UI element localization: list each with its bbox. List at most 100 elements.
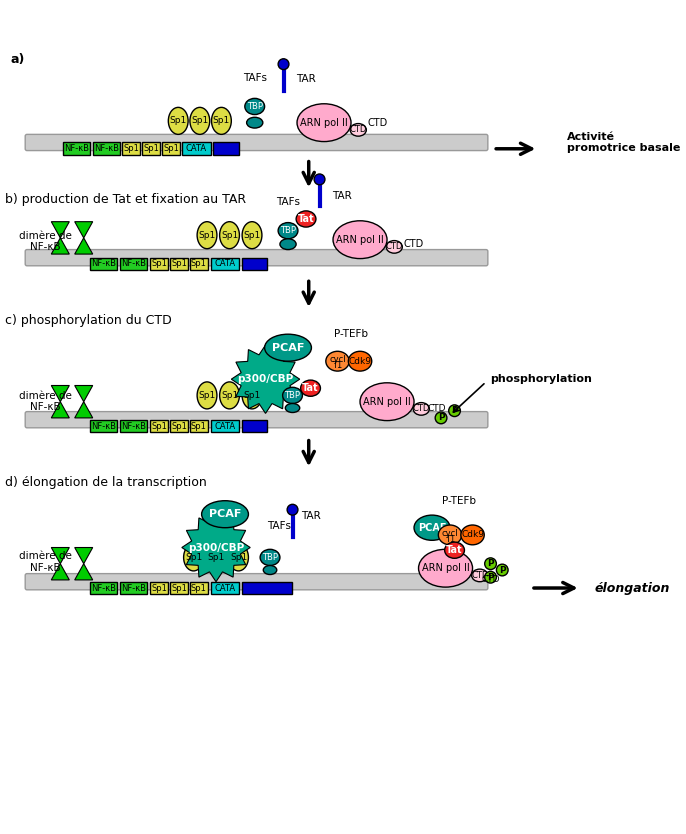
Text: Sp1: Sp1 <box>152 259 167 269</box>
Ellipse shape <box>360 383 414 420</box>
Text: PCAF: PCAF <box>272 343 304 353</box>
Text: Sp1: Sp1 <box>152 421 167 430</box>
Ellipse shape <box>278 223 298 239</box>
Text: TBP: TBP <box>247 102 263 111</box>
Polygon shape <box>51 238 69 254</box>
Text: ARN pol II: ARN pol II <box>300 118 348 128</box>
Bar <box>190 420 208 432</box>
Text: Cdk9: Cdk9 <box>461 530 484 540</box>
Text: a): a) <box>11 53 25 66</box>
Bar <box>242 420 268 432</box>
Text: b) production de Tat et fixation au TAR: b) production de Tat et fixation au TAR <box>5 193 246 206</box>
FancyBboxPatch shape <box>25 134 488 151</box>
Text: p300/CBP: p300/CBP <box>188 542 244 552</box>
Text: CTD: CTD <box>403 239 423 249</box>
Polygon shape <box>75 547 93 564</box>
Text: Sp1: Sp1 <box>185 553 202 562</box>
Polygon shape <box>51 564 69 580</box>
Text: Sp1: Sp1 <box>230 553 247 562</box>
Bar <box>90 258 117 270</box>
Text: CATA: CATA <box>215 421 235 430</box>
Text: Cdk9: Cdk9 <box>348 357 372 365</box>
Bar <box>90 420 117 432</box>
Text: Sp1: Sp1 <box>152 584 167 592</box>
Bar <box>93 143 120 155</box>
Ellipse shape <box>211 108 231 134</box>
Polygon shape <box>75 564 93 580</box>
Polygon shape <box>182 513 250 582</box>
Text: TAFs: TAFs <box>243 73 267 83</box>
Bar <box>122 143 141 155</box>
Ellipse shape <box>296 211 316 227</box>
Polygon shape <box>51 547 69 564</box>
FancyBboxPatch shape <box>25 249 488 266</box>
Bar <box>211 582 239 595</box>
Text: Sp1: Sp1 <box>169 117 187 125</box>
Ellipse shape <box>260 550 280 565</box>
Text: CTD: CTD <box>367 118 388 128</box>
Text: Sp1: Sp1 <box>143 144 159 153</box>
Polygon shape <box>75 222 93 238</box>
Ellipse shape <box>414 515 450 540</box>
Ellipse shape <box>242 382 262 409</box>
Text: ARN pol II: ARN pol II <box>336 234 384 244</box>
Text: élongation: élongation <box>594 581 670 595</box>
Text: Activité
promotrice basale: Activité promotrice basale <box>567 132 681 153</box>
Bar <box>170 420 188 432</box>
Text: P: P <box>499 565 506 575</box>
Polygon shape <box>51 385 69 402</box>
Text: PCAF: PCAF <box>209 510 241 520</box>
Ellipse shape <box>202 500 248 528</box>
Text: NF-κB: NF-κB <box>64 144 89 153</box>
Text: cycl: cycl <box>329 355 346 364</box>
Text: dimère de
NF-κB: dimère de NF-κB <box>19 551 71 573</box>
Bar <box>182 143 211 155</box>
Ellipse shape <box>413 403 429 415</box>
Text: P: P <box>487 560 494 568</box>
FancyBboxPatch shape <box>25 574 488 590</box>
Text: NF-κB: NF-κB <box>94 144 119 153</box>
Text: NF-κB: NF-κB <box>91 584 116 592</box>
Text: Sp1: Sp1 <box>163 144 179 153</box>
Ellipse shape <box>438 525 462 545</box>
Text: T1: T1 <box>333 361 343 370</box>
Ellipse shape <box>206 544 226 571</box>
Text: Sp1: Sp1 <box>244 391 261 399</box>
Ellipse shape <box>190 108 210 134</box>
Ellipse shape <box>300 380 320 396</box>
Bar <box>190 258 208 270</box>
Text: NF-κB: NF-κB <box>91 421 116 430</box>
Text: Sp1: Sp1 <box>244 231 261 239</box>
Polygon shape <box>231 345 300 414</box>
Text: TAR: TAR <box>296 74 316 84</box>
Ellipse shape <box>461 525 484 545</box>
Text: TBP: TBP <box>280 226 296 235</box>
Bar <box>242 582 292 595</box>
Text: ARN pol II: ARN pol II <box>363 397 411 407</box>
Polygon shape <box>75 402 93 418</box>
Polygon shape <box>75 385 93 402</box>
Text: CATA: CATA <box>215 584 235 592</box>
Text: Sp1: Sp1 <box>123 144 139 153</box>
Ellipse shape <box>220 382 239 409</box>
Bar <box>162 143 180 155</box>
Ellipse shape <box>245 98 265 114</box>
Bar <box>211 258 239 270</box>
Text: Sp1: Sp1 <box>172 584 187 592</box>
Text: dimère de
NF-κB: dimère de NF-κB <box>19 391 71 413</box>
Text: Sp1: Sp1 <box>191 117 209 125</box>
Bar <box>150 582 168 595</box>
Bar <box>120 582 147 595</box>
Text: p300/CBP: p300/CBP <box>237 374 294 384</box>
Ellipse shape <box>287 505 298 515</box>
Text: Sp1: Sp1 <box>221 391 238 399</box>
Ellipse shape <box>265 334 311 361</box>
Bar <box>242 258 268 270</box>
Ellipse shape <box>435 412 447 424</box>
Ellipse shape <box>197 382 217 409</box>
Bar <box>190 582 208 595</box>
Ellipse shape <box>247 118 263 128</box>
Bar <box>142 143 161 155</box>
Ellipse shape <box>386 240 403 254</box>
Bar <box>63 143 90 155</box>
